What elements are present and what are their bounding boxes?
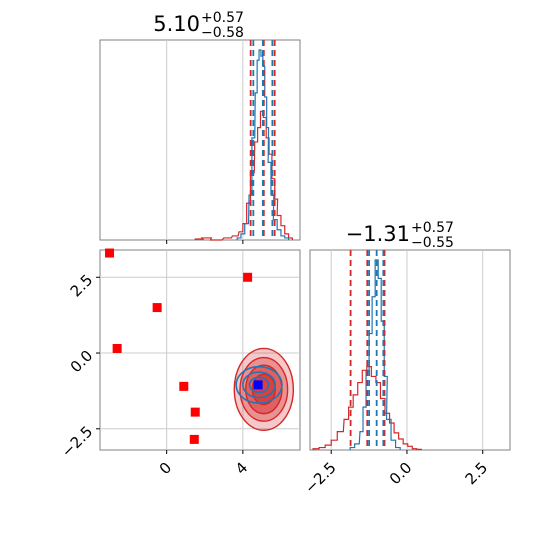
marginal-y-histogram-0 (312, 366, 422, 450)
joint-red-marker-3 (179, 381, 189, 391)
joint-blue-contour-1 (242, 371, 277, 399)
joint-x-tick-label-1: 4 (232, 459, 251, 478)
joint-red-marker-2 (152, 303, 162, 313)
joint-red-marker-6 (243, 272, 253, 282)
joint-y-tick-labels: 2.5 0.0 −2.5 (58, 271, 96, 461)
joint-y-tick-label-0: 2.5 (67, 271, 97, 301)
joint-red-marker-0 (105, 248, 115, 258)
marginal-y-frame (309, 249, 511, 451)
marginal-y-x-tick-label-2: 2.5 (462, 459, 492, 489)
marginal-y-ticks (330, 450, 484, 454)
marginal-x-histogram-0 (194, 110, 293, 241)
marginal-y-panel: −2.5 0.0 2.5 −1.31 +0.57 −0.55 (301, 220, 511, 497)
marginal-x-title-plus: +0.57 (201, 10, 244, 26)
marginal-y-histogram-1 (349, 259, 401, 450)
marginal-y-x-tick-label-1: 0.0 (386, 459, 416, 489)
marginal-x-grid (166, 40, 244, 240)
marginal-x-title-minus: −0.58 (201, 25, 244, 41)
joint-x-tick-label-0: 0 (156, 459, 175, 478)
marginal-x-title-value: 5.10 (153, 12, 200, 36)
marginal-y-histograms (312, 259, 422, 450)
joint-red-marker-5 (189, 434, 199, 444)
joint-y-tick-label-2: −2.5 (58, 422, 96, 460)
joint-grid (100, 250, 300, 450)
joint-frame (99, 249, 301, 451)
joint-red-marker-1 (112, 343, 122, 353)
joint-y-tick-label-1: 0.0 (67, 347, 97, 377)
marginal-y-x-tick-label-0: −2.5 (301, 459, 339, 497)
joint-contours (233, 347, 295, 432)
marginal-x-quantile-lines (249, 40, 276, 240)
joint-red-marker-4 (190, 407, 200, 417)
marginal-y-title-plus: +0.57 (411, 220, 454, 236)
marginal-y-grid (330, 250, 484, 450)
marginal-y-x-tick-labels: −2.5 0.0 2.5 (301, 459, 491, 497)
joint-markers (105, 248, 263, 444)
marginal-y-title-value: −1.31 (346, 222, 410, 246)
joint-ticks (96, 276, 244, 454)
joint-blue-contour-2 (248, 376, 270, 394)
marginal-y-quantile-lines (349, 250, 386, 450)
marginal-x-ticks (166, 240, 244, 244)
joint-blue-contour-0 (235, 365, 283, 404)
joint-blue-marker (253, 380, 263, 390)
marginal-x-panel: 5.10 +0.57 −0.58 (99, 10, 301, 244)
marginal-x-frame (99, 39, 301, 241)
marginal-y-title-minus: −0.55 (411, 235, 454, 251)
